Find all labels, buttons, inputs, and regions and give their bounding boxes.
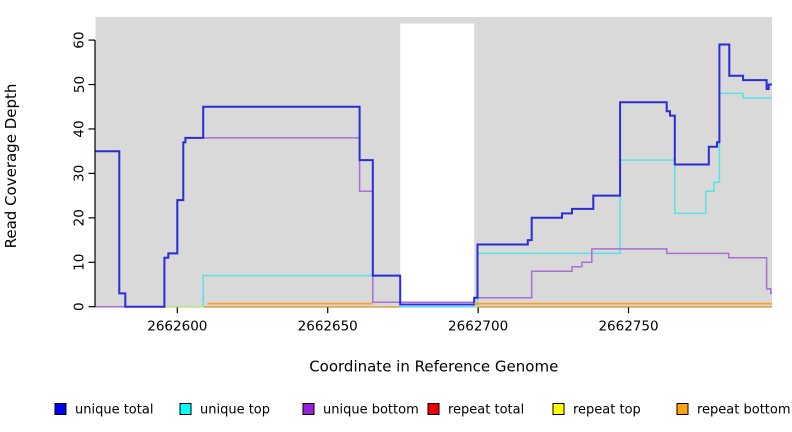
legend-swatch (54, 403, 67, 415)
legend-label: unique top (200, 403, 270, 418)
legend-item-repeat-total: repeat total (427, 403, 524, 418)
x-tick-label: 2662700 (448, 319, 508, 335)
legend-label: repeat bottom (697, 403, 791, 418)
y-tick-label: 0 (72, 302, 88, 311)
legend-swatch (302, 403, 315, 415)
x-axis: 2662600 2662650 2662700 2662750 (147, 306, 659, 335)
legend-swatch (179, 403, 192, 415)
legend-item-repeat-top: repeat top (552, 403, 641, 418)
series-line (95, 43, 772, 308)
legend-label: repeat top (573, 403, 641, 418)
legend-item-unique-total: unique total (54, 403, 153, 418)
legend-item-repeat-bottom: repeat bottom (676, 403, 791, 418)
y-tick-label: 10 (72, 254, 88, 271)
legend: unique total unique top unique bottom repea… (54, 403, 791, 418)
legend-label: repeat total (448, 403, 524, 418)
legend-swatch (427, 403, 440, 415)
y-axis: 0 10 20 30 40 50 60 (72, 32, 96, 311)
y-tick-label: 30 (72, 165, 88, 182)
x-tick-label: 2662750 (598, 319, 658, 335)
legend-item-unique-bottom: unique bottom (302, 403, 419, 418)
y-tick-label: 20 (72, 209, 88, 226)
series-unique-total (95, 43, 772, 308)
y-tick-label: 60 (72, 32, 88, 49)
legend-swatch (552, 403, 565, 415)
mask-region (400, 23, 475, 308)
legend-label: unique total (75, 403, 153, 418)
y-axis-title: Read Coverage Depth (2, 84, 20, 249)
x-tick-label: 2662600 (147, 319, 207, 335)
y-tick-label: 50 (72, 76, 88, 93)
legend-item-unique-top: unique top (179, 403, 270, 418)
y-tick-label: 40 (72, 120, 88, 137)
legend-swatch (676, 403, 689, 415)
x-tick-label: 2662650 (298, 319, 358, 335)
legend-label: unique bottom (323, 403, 419, 418)
x-axis-title: Coordinate in Reference Genome (309, 358, 558, 376)
